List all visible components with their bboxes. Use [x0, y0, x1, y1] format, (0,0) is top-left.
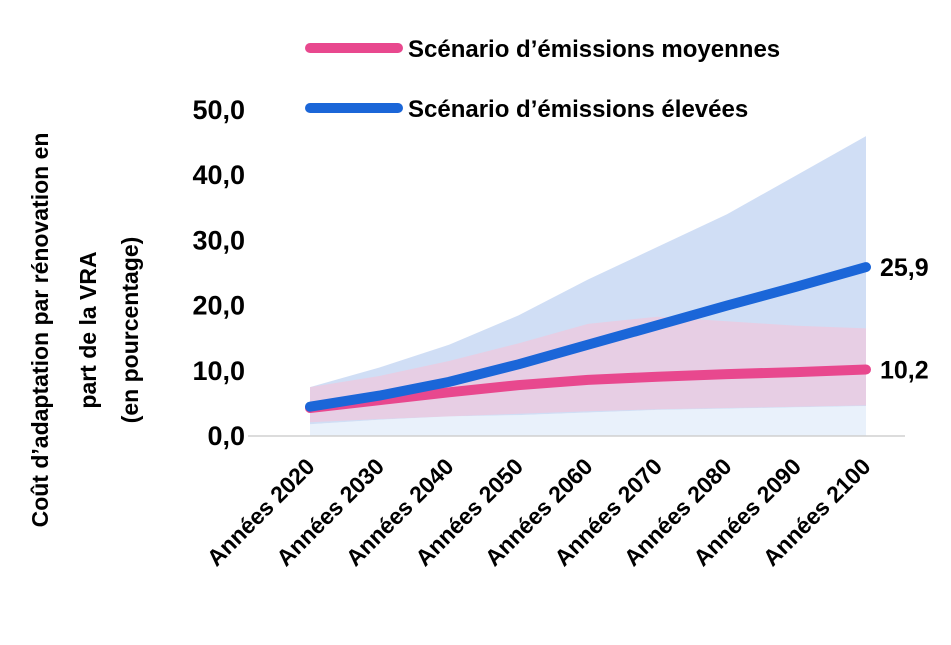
- y-axis-title-line: (en pourcentage): [117, 237, 143, 424]
- y-tick-label: 50,0: [192, 95, 245, 125]
- end-value-label: 25,9: [880, 254, 929, 282]
- legend-label: Scénario d’émissions élevées: [408, 96, 748, 123]
- y-axis-title-line: Coût d’adaptation par rénovation en: [27, 133, 53, 528]
- y-axis-title: Coût d’adaptation par rénovation en part …: [27, 133, 143, 528]
- y-tick-label: 20,0: [192, 291, 245, 321]
- series-lines: [305, 262, 871, 413]
- labels: 10,2 25,9: [880, 254, 929, 384]
- legend-label: Scénario d’émissions moyennes: [408, 36, 780, 63]
- y-tick-label: 0,0: [207, 421, 245, 451]
- y-tick-label: 10,0: [192, 356, 245, 386]
- y-axis-title-line: part de la VRA: [75, 251, 101, 408]
- end-value-label: 10,2: [880, 356, 929, 384]
- y-tick-label: 40,0: [192, 160, 245, 190]
- legend: Scénario d’émissions moyennes Scénario d’…: [305, 36, 780, 123]
- floor-band: [310, 406, 866, 436]
- y-tick-label: 30,0: [192, 225, 245, 255]
